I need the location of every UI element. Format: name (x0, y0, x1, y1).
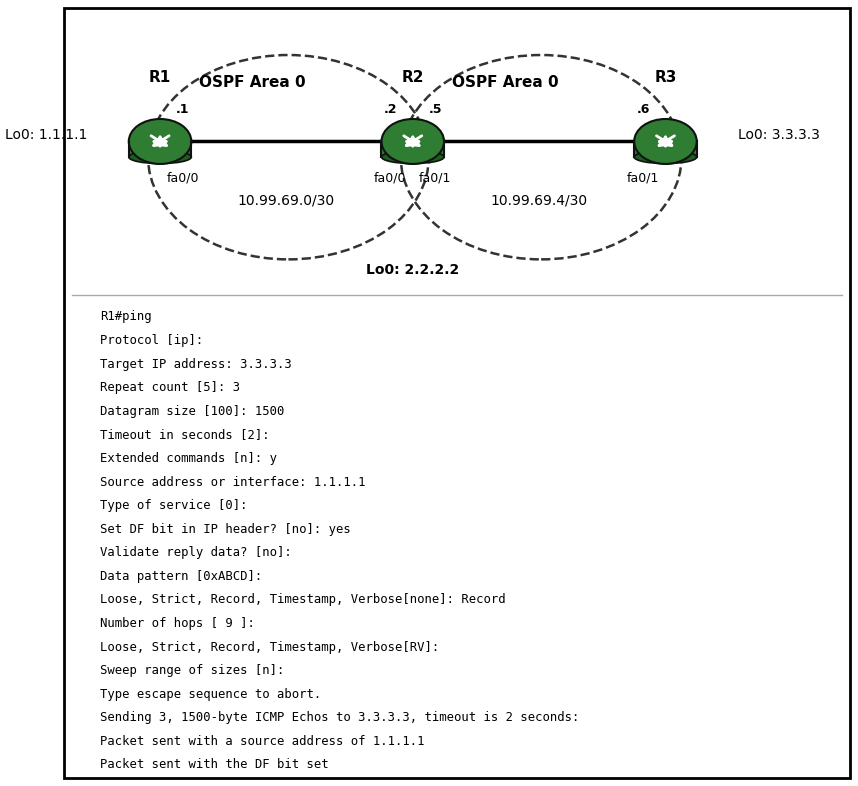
FancyBboxPatch shape (382, 141, 444, 157)
Ellipse shape (382, 119, 444, 164)
Text: Extended commands [n]: y: Extended commands [n]: y (100, 452, 277, 465)
Text: .6: .6 (637, 102, 650, 116)
Text: 10.99.69.4/30: 10.99.69.4/30 (491, 193, 588, 208)
Text: Lo0: 2.2.2.2: Lo0: 2.2.2.2 (366, 263, 459, 277)
Text: Data pattern [0xABCD]:: Data pattern [0xABCD]: (100, 570, 263, 583)
Text: Loose, Strict, Record, Timestamp, Verbose[none]: Record: Loose, Strict, Record, Timestamp, Verbos… (100, 593, 505, 607)
Text: 10.99.69.0/30: 10.99.69.0/30 (238, 193, 335, 208)
Text: Sweep range of sizes [n]:: Sweep range of sizes [n]: (100, 664, 284, 678)
Text: Number of hops [ 9 ]:: Number of hops [ 9 ]: (100, 617, 255, 630)
Text: Loose, Strict, Record, Timestamp, Verbose[RV]:: Loose, Strict, Record, Timestamp, Verbos… (100, 641, 439, 654)
Text: Repeat count [5]: 3: Repeat count [5]: 3 (100, 381, 240, 395)
Ellipse shape (382, 150, 444, 163)
Text: fa0/0: fa0/0 (166, 171, 199, 185)
Text: fa0/1: fa0/1 (419, 171, 451, 185)
Text: Datagram size [100]: 1500: Datagram size [100]: 1500 (100, 405, 284, 418)
Ellipse shape (129, 150, 191, 163)
Text: Set DF bit in IP header? [no]: yes: Set DF bit in IP header? [no]: yes (100, 523, 351, 536)
Text: Packet sent with the DF bit set: Packet sent with the DF bit set (100, 758, 329, 772)
Text: fa0/0: fa0/0 (374, 171, 407, 185)
Text: .1: .1 (176, 102, 190, 116)
FancyBboxPatch shape (634, 141, 697, 157)
Text: OSPF Area 0: OSPF Area 0 (451, 75, 559, 90)
Ellipse shape (634, 119, 697, 164)
Text: OSPF Area 0: OSPF Area 0 (199, 75, 305, 90)
Text: Packet sent with a source address of 1.1.1.1: Packet sent with a source address of 1.1… (100, 735, 425, 748)
Text: .2: .2 (384, 102, 397, 116)
Text: Target IP address: 3.3.3.3: Target IP address: 3.3.3.3 (100, 358, 292, 371)
Text: Sending 3, 1500-byte ICMP Echos to 3.3.3.3, timeout is 2 seconds:: Sending 3, 1500-byte ICMP Echos to 3.3.3… (100, 711, 579, 725)
Text: R3: R3 (655, 70, 677, 85)
Ellipse shape (129, 119, 191, 164)
Text: Timeout in seconds [2]:: Timeout in seconds [2]: (100, 428, 269, 442)
Text: Type of service [0]:: Type of service [0]: (100, 499, 247, 512)
FancyBboxPatch shape (63, 8, 850, 778)
Text: R2: R2 (402, 70, 424, 85)
Text: R1: R1 (149, 70, 172, 85)
Text: R1#ping: R1#ping (100, 310, 152, 324)
Text: Type escape sequence to abort.: Type escape sequence to abort. (100, 688, 321, 701)
Text: fa0/1: fa0/1 (627, 171, 659, 185)
Ellipse shape (634, 150, 697, 163)
Text: Validate reply data? [no]:: Validate reply data? [no]: (100, 546, 292, 560)
Text: Protocol [ip]:: Protocol [ip]: (100, 334, 203, 347)
Text: Source address or interface: 1.1.1.1: Source address or interface: 1.1.1.1 (100, 476, 366, 489)
Text: .5: .5 (428, 102, 442, 116)
Text: Lo0: 1.1.1.1: Lo0: 1.1.1.1 (5, 128, 88, 142)
Text: Lo0: 3.3.3.3: Lo0: 3.3.3.3 (738, 128, 819, 142)
FancyBboxPatch shape (129, 141, 191, 157)
